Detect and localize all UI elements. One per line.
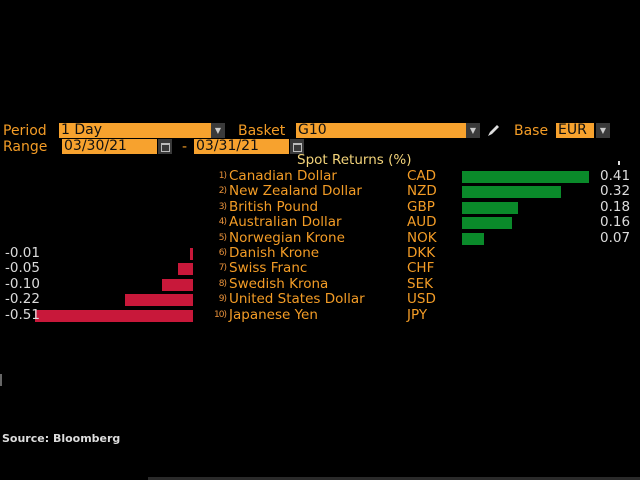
- range-end-input[interactable]: 03/31/21: [194, 139, 289, 154]
- currency-name: Australian Dollar: [229, 214, 342, 231]
- bar-positive: [462, 232, 484, 245]
- bar-positive: [462, 201, 518, 214]
- row-index: 5): [218, 232, 227, 243]
- period-label: Period: [3, 123, 47, 139]
- base-label: Base: [514, 123, 549, 139]
- currency-code: CAD: [407, 168, 437, 184]
- value-label: 0.32: [600, 183, 631, 200]
- range-separator: -: [182, 139, 188, 155]
- bar-negative: [34, 309, 193, 322]
- edit-pencil-icon[interactable]: [486, 122, 502, 138]
- row-index: 10): [214, 309, 227, 320]
- currency-code: SEK: [407, 275, 433, 292]
- currency-name: Japanese Yen: [229, 306, 318, 323]
- row-index: 3): [218, 201, 227, 212]
- currency-code: CHF: [407, 260, 435, 277]
- value-label: 0.07: [600, 229, 631, 246]
- period-dropdown-icon[interactable]: ▼: [211, 123, 225, 138]
- value-label: 0.16: [600, 214, 631, 231]
- bar-positive: [462, 186, 562, 199]
- currency-code: AUD: [407, 214, 437, 231]
- base-select[interactable]: EUR: [556, 123, 594, 138]
- calendar-icon[interactable]: [290, 139, 304, 154]
- row-index: 4): [218, 217, 227, 228]
- bar-positive: [462, 217, 512, 230]
- value-label: -0.51: [5, 306, 40, 323]
- currency-name: Norwegian Krone: [229, 229, 345, 246]
- scroll-marker: [0, 374, 2, 386]
- bar-negative: [177, 263, 193, 276]
- currency-code: USD: [407, 291, 436, 308]
- bottom-bar: [148, 477, 640, 480]
- bar-negative: [189, 248, 193, 260]
- row-index: 6): [218, 248, 227, 258]
- currency-name: United States Dollar: [229, 291, 365, 308]
- row-index: 7): [218, 263, 227, 274]
- currency-name: Canadian Dollar: [229, 168, 337, 184]
- currency-name: Swedish Krona: [229, 275, 329, 292]
- bar-positive: [462, 171, 590, 183]
- currency-code: GBP: [407, 198, 435, 215]
- value-label: -0.22: [5, 291, 40, 308]
- currency-code: DKK: [407, 245, 436, 261]
- value-label: -0.10: [5, 275, 40, 292]
- currency-name: New Zealand Dollar: [229, 183, 362, 200]
- basket-label: Basket: [238, 123, 286, 139]
- range-start-input[interactable]: 03/30/21: [62, 139, 157, 154]
- currency-code: JPY: [407, 306, 428, 323]
- currency-name: Danish Krone: [229, 245, 320, 261]
- currency-code: NOK: [407, 229, 437, 246]
- basket-dropdown-icon[interactable]: ▼: [466, 123, 480, 138]
- row-index: 1): [218, 171, 227, 181]
- source-footer: Source: Bloomberg: [2, 432, 121, 445]
- period-select[interactable]: 1 Day: [59, 123, 211, 138]
- bar-negative: [162, 278, 193, 291]
- axis-tick-mark: [618, 161, 620, 165]
- base-dropdown-icon[interactable]: ▼: [596, 123, 610, 138]
- currency-name: British Pound: [229, 198, 319, 215]
- row-index: 9): [218, 294, 227, 305]
- value-label: -0.01: [5, 245, 40, 261]
- row-index: 2): [218, 186, 227, 197]
- row-index: 8): [218, 278, 227, 289]
- currency-name: Swiss Franc: [229, 260, 308, 277]
- bar-negative: [124, 294, 193, 307]
- currency-code: NZD: [407, 183, 437, 200]
- value-label: 0.41: [600, 168, 631, 184]
- basket-select[interactable]: G10: [296, 123, 466, 138]
- range-label: Range: [3, 139, 48, 155]
- chart-title: Spot Returns (%): [297, 152, 412, 168]
- calendar-icon[interactable]: [158, 139, 172, 154]
- value-label: -0.05: [5, 260, 40, 277]
- value-label: 0.18: [600, 198, 631, 215]
